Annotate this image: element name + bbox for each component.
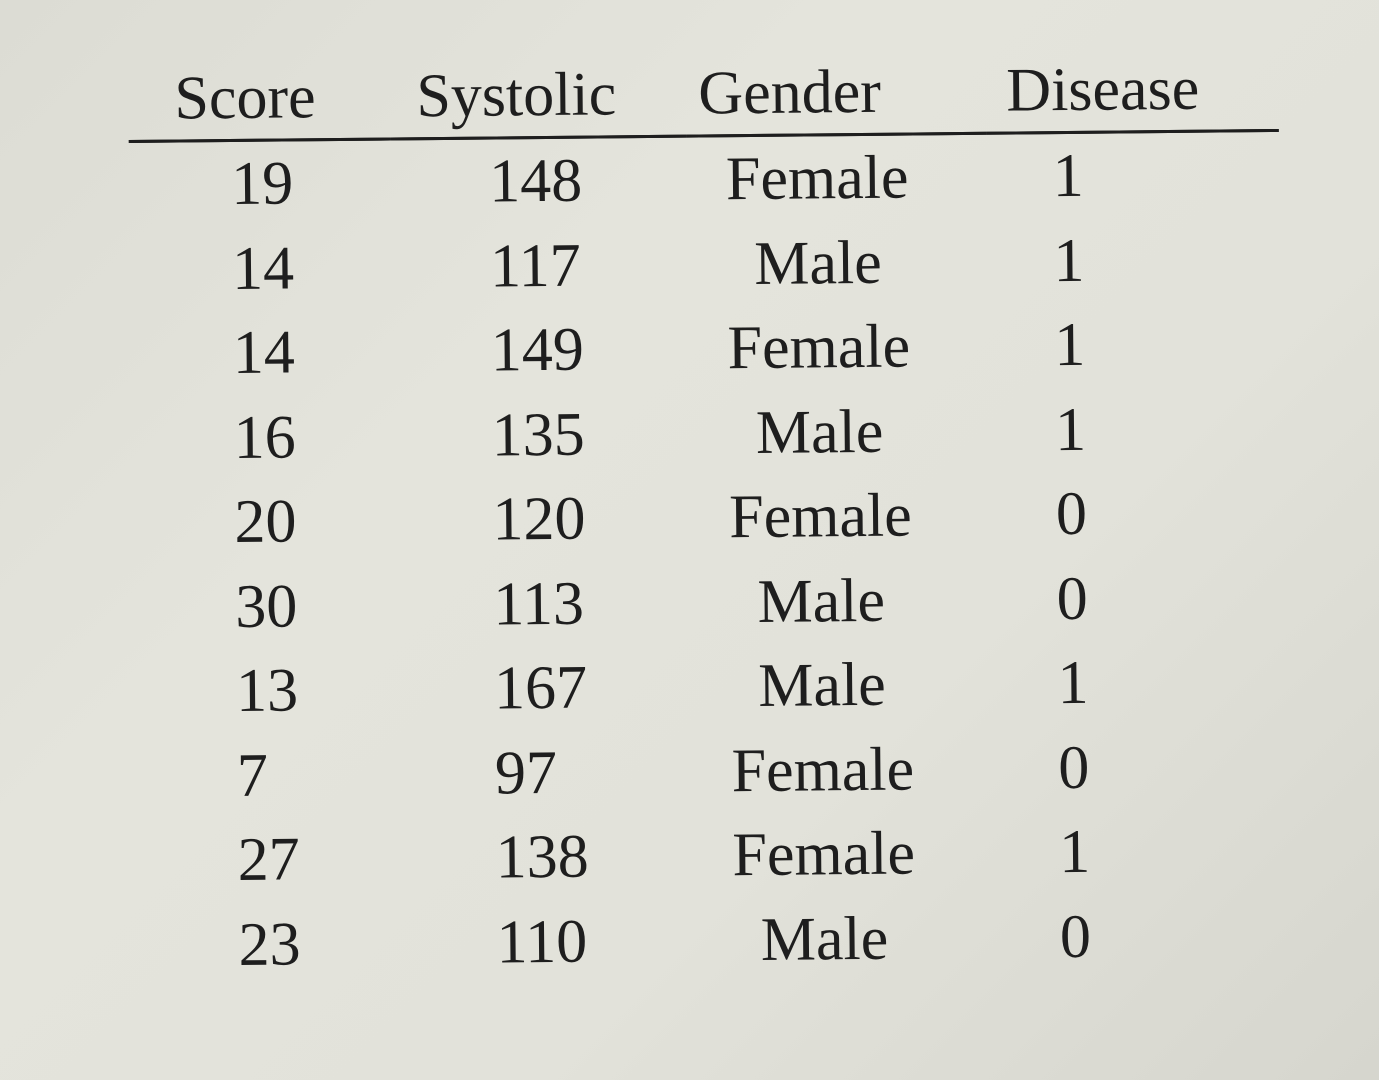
cell-disease: 1 [1058,817,1091,887]
cell-score: 14 [232,318,296,388]
cell-disease: 0 [1058,733,1090,802]
data-table-container: Score Systolic Gender Disease 19 148 Fem… [128,46,1287,988]
header-systolic: Systolic [389,52,687,139]
cell-gender: Male [755,397,884,467]
cell-score: 14 [231,233,295,303]
cell-disease: 1 [1053,310,1086,380]
table-row: 20 120 Female 0 [132,470,1283,566]
cell-disease: 1 [1057,648,1089,718]
cell-score: 7 [236,741,269,810]
cell-systolic: 113 [492,569,585,639]
table-row: 19 148 Female 1 [129,130,1280,227]
table-row: 30 113 Male 0 [133,554,1284,650]
cell-systolic: 149 [490,315,585,385]
cell-disease: 0 [1055,479,1088,549]
cell-systolic: 120 [492,484,586,554]
cell-gender: Female [727,312,911,383]
cell-gender: Male [760,904,889,974]
cell-score: 13 [235,656,299,725]
cell-gender: Male [758,650,887,720]
header-gender: Gender [685,49,987,137]
cell-disease: 1 [1054,395,1087,464]
cell-disease: 0 [1056,564,1089,633]
cell-score: 23 [238,909,301,979]
cell-gender: Female [725,143,909,214]
header-disease: Disease [985,46,1279,134]
header-score: Score [128,55,391,142]
cell-gender: Male [753,228,883,298]
cell-systolic: 117 [489,231,582,301]
cell-score: 27 [237,825,301,894]
cell-gender: Female [728,481,913,552]
table-header: Score Systolic Gender Disease [128,46,1279,142]
cell-gender: Female [731,734,915,805]
cell-systolic: 167 [493,653,588,723]
table-row: 13 167 Male 1 [134,639,1285,735]
cell-score: 19 [230,149,294,219]
data-table: Score Systolic Gender Disease 19 148 Fem… [128,46,1287,988]
cell-disease: 0 [1059,902,1092,971]
table-row: 23 110 Male 0 [136,892,1287,988]
cell-systolic: 148 [488,146,583,216]
cell-score: 20 [234,487,297,556]
table-row: 27 138 Female 1 [135,808,1286,904]
cell-disease: 1 [1053,226,1085,295]
cell-systolic: 135 [491,400,585,470]
cell-systolic: 110 [496,907,588,977]
table-body: 19 148 Female 1 14 117 Male 1 14 149 Fem… [129,130,1287,988]
cell-gender: Female [732,819,916,890]
table-row: 7 97 Female 0 [134,723,1285,819]
table-row: 14 149 Female 1 [130,301,1281,397]
cell-systolic: 138 [495,822,590,892]
cell-score: 30 [234,571,298,641]
cell-score: 16 [233,402,296,472]
table-row: 14 117 Male 1 [130,216,1281,312]
table-row: 16 135 Male 1 [131,385,1282,481]
cell-gender: Male [757,566,886,636]
cell-systolic: 97 [494,738,558,808]
header-row: Score Systolic Gender Disease [128,46,1279,142]
cell-disease: 1 [1052,141,1085,211]
